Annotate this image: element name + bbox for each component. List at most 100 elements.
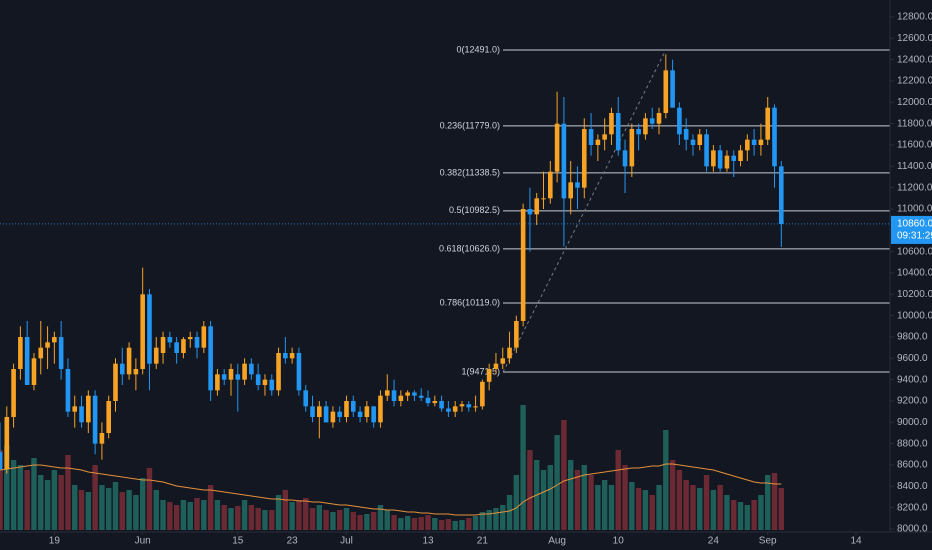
candle-body bbox=[575, 182, 580, 188]
volume-bar bbox=[106, 488, 112, 530]
candle-body bbox=[466, 404, 472, 408]
candle-body bbox=[446, 408, 451, 412]
candle-body bbox=[378, 395, 383, 423]
x-tick-label: Jul bbox=[340, 536, 353, 547]
volume-bar bbox=[370, 512, 377, 530]
volume-bar bbox=[119, 492, 125, 530]
volume-bar bbox=[588, 475, 594, 530]
candle-body bbox=[717, 150, 723, 169]
y-tick-label: 8600.0 bbox=[897, 460, 928, 471]
volume-bar bbox=[38, 475, 44, 530]
candle-body bbox=[731, 155, 737, 161]
volume-bar bbox=[228, 508, 234, 530]
y-tick-label: 12800.0 bbox=[897, 12, 932, 23]
candle-body bbox=[656, 113, 662, 124]
x-tick-label: 13 bbox=[422, 536, 434, 547]
volume-bar bbox=[751, 500, 757, 530]
candle-body bbox=[622, 150, 628, 167]
candle-body bbox=[181, 339, 186, 353]
volume-ma-line bbox=[0, 463, 782, 516]
volume-bar bbox=[765, 475, 771, 530]
volume-bar bbox=[771, 473, 778, 530]
candle-body bbox=[391, 390, 397, 401]
candle-body bbox=[554, 123, 560, 172]
volume-bar bbox=[445, 519, 452, 530]
candle-body bbox=[201, 326, 207, 348]
volume-bar bbox=[629, 482, 635, 530]
candle-body bbox=[534, 198, 540, 215]
volume-bar bbox=[391, 515, 397, 530]
volume-bar bbox=[669, 460, 676, 530]
last-price-box bbox=[891, 215, 932, 244]
volume-bar bbox=[364, 514, 370, 530]
candle-body bbox=[738, 150, 743, 161]
volume-bar bbox=[24, 470, 30, 530]
volume-bar bbox=[303, 498, 309, 530]
candle-body bbox=[649, 118, 655, 124]
candle-body bbox=[405, 392, 410, 396]
candle-body bbox=[269, 379, 275, 391]
volume-bar bbox=[269, 510, 275, 530]
candle-body bbox=[317, 406, 322, 417]
x-tick-label: 15 bbox=[232, 536, 244, 547]
volume-bar bbox=[479, 512, 486, 530]
x-tick-label: 23 bbox=[287, 536, 299, 547]
candle-body bbox=[357, 411, 363, 417]
candle-body bbox=[595, 139, 601, 145]
candle-body bbox=[147, 294, 152, 364]
volume-bar bbox=[500, 505, 506, 530]
candle-body bbox=[439, 401, 444, 409]
y-tick-label: 12000.0 bbox=[897, 97, 932, 108]
volume-bar bbox=[540, 470, 547, 530]
candle-body bbox=[262, 379, 268, 385]
candle-body bbox=[221, 374, 227, 380]
candle-body bbox=[52, 337, 57, 343]
volume-bar bbox=[126, 490, 132, 530]
candle-body bbox=[72, 406, 78, 412]
candle-body bbox=[330, 411, 336, 423]
candle-body bbox=[778, 166, 784, 224]
volume-bar bbox=[432, 518, 438, 530]
volume-bar bbox=[717, 485, 723, 530]
candle-body bbox=[480, 381, 485, 407]
volume-bar bbox=[282, 490, 289, 530]
volume-bar bbox=[758, 495, 764, 530]
volume-bar bbox=[316, 505, 323, 530]
candle-body bbox=[629, 129, 635, 167]
candle-body bbox=[119, 363, 125, 375]
volume-bar bbox=[384, 510, 390, 530]
candle-body bbox=[228, 369, 234, 380]
candle-body bbox=[65, 369, 71, 412]
y-tick-label: 9400.0 bbox=[897, 374, 928, 385]
candle-body bbox=[520, 209, 526, 321]
candle-body bbox=[609, 113, 614, 135]
volume-bar bbox=[167, 502, 173, 530]
volume-bar bbox=[275, 495, 282, 530]
volume-bar bbox=[554, 435, 560, 530]
volume-bar bbox=[309, 508, 316, 530]
volume-bar bbox=[493, 508, 499, 530]
volume-bar bbox=[411, 518, 418, 530]
candle-body bbox=[350, 401, 356, 412]
x-tick-label: 10 bbox=[613, 536, 625, 547]
volume-bar bbox=[323, 510, 329, 530]
volume-bar bbox=[710, 490, 717, 530]
candle-body bbox=[167, 337, 173, 343]
y-tick-label: 12400.0 bbox=[897, 54, 932, 65]
candle-body bbox=[398, 395, 404, 401]
volume-bar bbox=[459, 520, 465, 530]
candle-body bbox=[296, 353, 302, 391]
candle-body bbox=[602, 134, 607, 140]
x-tick-label: 21 bbox=[477, 536, 489, 547]
candle-body bbox=[663, 70, 669, 113]
candle-body bbox=[133, 369, 139, 375]
candle-body bbox=[106, 401, 112, 433]
volume-bar bbox=[547, 465, 554, 530]
volume-bar bbox=[99, 485, 105, 530]
volume-bar bbox=[615, 450, 621, 530]
volume-bar bbox=[296, 500, 302, 530]
candle-body bbox=[751, 139, 757, 145]
volume-bar bbox=[567, 460, 574, 530]
volume-bar bbox=[513, 475, 520, 530]
